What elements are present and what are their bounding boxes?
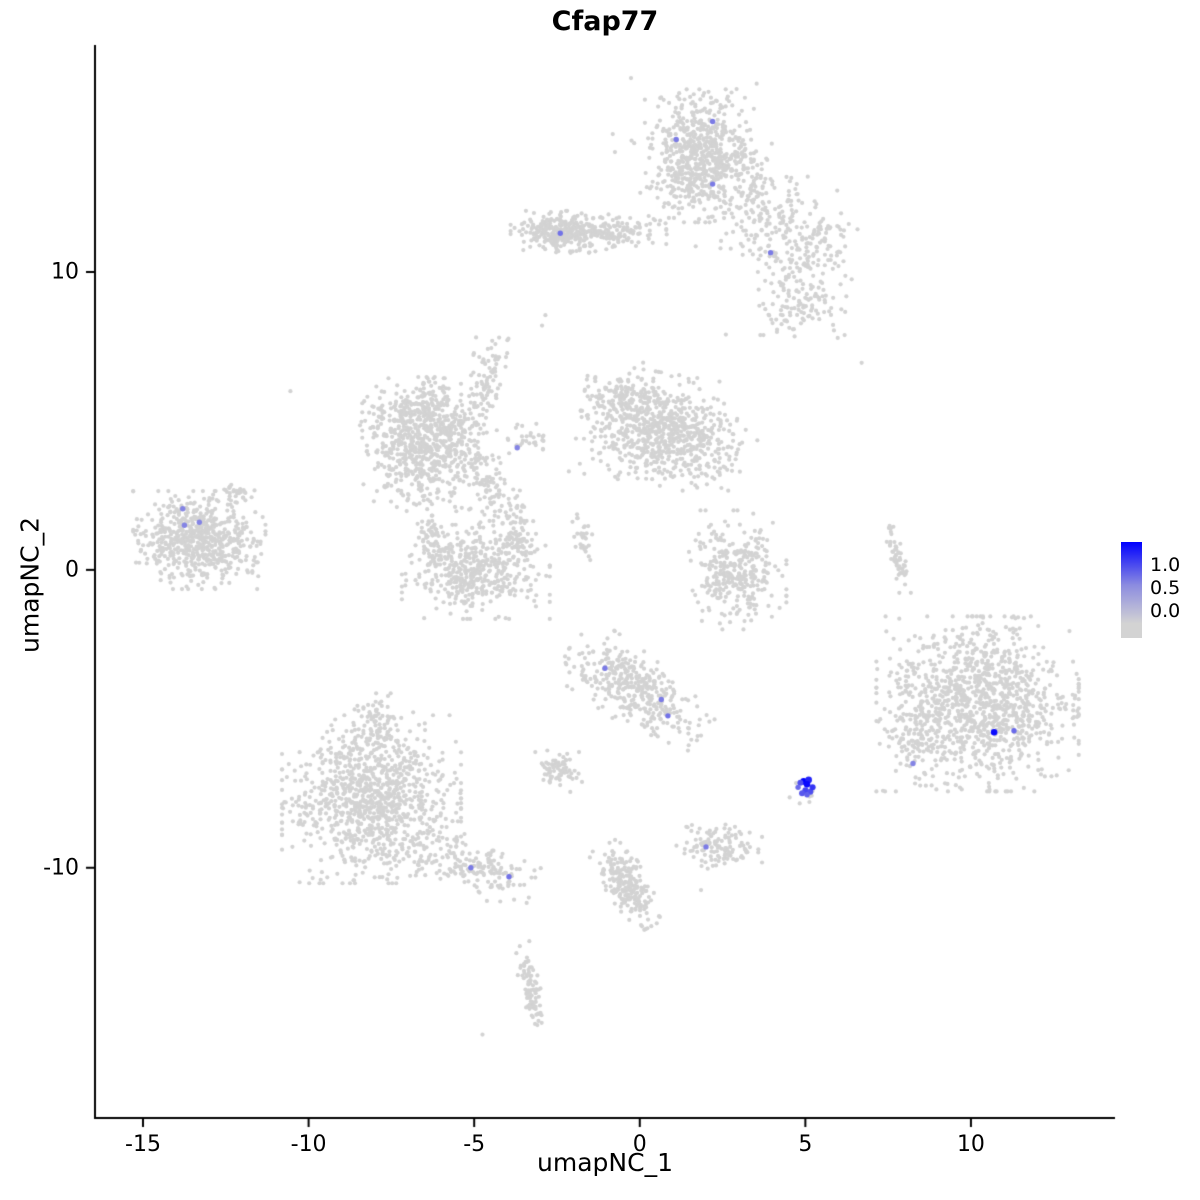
x-tick-label: 10: [956, 1132, 985, 1157]
x-tick-label: 0: [632, 1132, 647, 1157]
x-tick-label: -10: [290, 1132, 327, 1157]
y-tick-label: -10: [43, 855, 79, 881]
legend-tick-label: 0.0: [1150, 600, 1181, 622]
expression-legend: 1.0 0.5 0.0: [1121, 542, 1199, 638]
plot-title: Cfap77: [551, 6, 659, 37]
x-tick-label: -15: [125, 1132, 161, 1157]
y-axis-label: umapNC_2: [15, 517, 45, 653]
x-tick-label: 5: [798, 1132, 813, 1157]
x-tick-label: -5: [463, 1132, 486, 1157]
y-tick-label: 0: [65, 557, 79, 583]
legend-tick-label: 0.5: [1150, 577, 1181, 599]
legend-gradient-bar: [1121, 542, 1142, 638]
y-tick-label: 10: [51, 259, 79, 285]
x-axis-label: umapNC_1: [537, 1148, 673, 1177]
legend-tick-label: 1.0: [1150, 554, 1181, 576]
